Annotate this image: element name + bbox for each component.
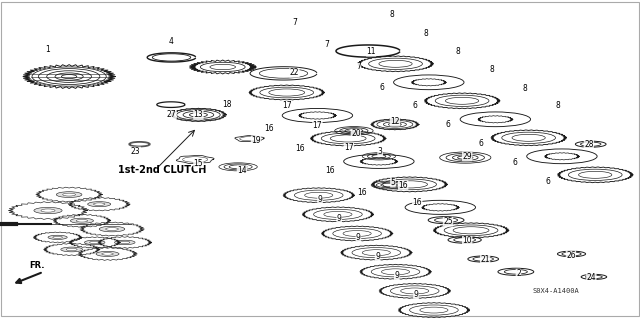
- Text: 21: 21: [481, 256, 490, 264]
- Text: 24: 24: [586, 273, 596, 282]
- Text: 28: 28: [584, 140, 593, 149]
- Ellipse shape: [34, 207, 62, 214]
- Ellipse shape: [88, 202, 111, 207]
- Text: 2: 2: [516, 269, 521, 278]
- Text: 16: 16: [325, 166, 335, 175]
- Text: S0X4-A1400A: S0X4-A1400A: [532, 288, 579, 294]
- Ellipse shape: [102, 253, 113, 255]
- Text: 9: 9: [394, 271, 399, 280]
- Ellipse shape: [48, 235, 67, 240]
- Ellipse shape: [99, 226, 125, 232]
- Text: 27: 27: [166, 110, 177, 119]
- Ellipse shape: [90, 241, 100, 244]
- Text: 11: 11: [367, 47, 376, 56]
- Text: 17: 17: [282, 101, 292, 110]
- Text: 10: 10: [462, 236, 472, 245]
- Text: 6: 6: [380, 83, 385, 92]
- Text: 9: 9: [317, 195, 323, 204]
- Ellipse shape: [76, 219, 88, 222]
- Text: 29: 29: [462, 152, 472, 161]
- Text: 6: 6: [445, 120, 451, 129]
- Text: FR.: FR.: [29, 261, 45, 270]
- Text: 4: 4: [169, 37, 174, 46]
- Text: 7: 7: [324, 40, 329, 49]
- Text: 26: 26: [566, 251, 576, 260]
- Text: 5: 5: [390, 178, 396, 187]
- Text: 16: 16: [398, 181, 408, 189]
- Ellipse shape: [84, 240, 105, 245]
- Ellipse shape: [115, 240, 135, 245]
- Text: 8: 8: [522, 84, 527, 93]
- Text: 8: 8: [489, 65, 494, 74]
- Ellipse shape: [56, 192, 82, 197]
- Text: 9: 9: [337, 214, 342, 223]
- Text: 18: 18: [223, 100, 232, 109]
- Text: 19: 19: [251, 136, 261, 145]
- Text: 6: 6: [512, 158, 517, 167]
- Ellipse shape: [106, 228, 118, 230]
- Text: 17: 17: [344, 143, 354, 152]
- Ellipse shape: [96, 251, 119, 256]
- Text: 14: 14: [237, 166, 247, 175]
- Text: 8: 8: [423, 29, 428, 38]
- Text: 7: 7: [356, 63, 361, 71]
- Ellipse shape: [52, 236, 62, 238]
- Text: 6: 6: [545, 177, 550, 186]
- Text: 16: 16: [412, 198, 422, 207]
- Text: 1st-2nd CLUTCH: 1st-2nd CLUTCH: [118, 165, 207, 175]
- Text: 22: 22: [290, 68, 299, 77]
- Text: 12: 12: [390, 117, 399, 126]
- Text: 8: 8: [389, 11, 394, 19]
- Text: 15: 15: [193, 159, 204, 168]
- Text: 6: 6: [479, 139, 484, 148]
- Text: 25: 25: [443, 217, 453, 226]
- Text: 9: 9: [356, 233, 361, 242]
- Ellipse shape: [70, 218, 93, 223]
- Text: 20: 20: [351, 130, 361, 138]
- Text: 16: 16: [356, 188, 367, 197]
- Text: 7: 7: [292, 18, 297, 27]
- Text: 13: 13: [193, 110, 204, 119]
- Ellipse shape: [61, 247, 83, 252]
- Text: 8: 8: [556, 101, 561, 110]
- Ellipse shape: [41, 209, 55, 212]
- Text: 9: 9: [375, 252, 380, 261]
- Ellipse shape: [63, 193, 76, 196]
- Ellipse shape: [93, 203, 105, 205]
- Text: 23: 23: [131, 147, 141, 156]
- Text: 16: 16: [264, 124, 274, 133]
- Text: 17: 17: [312, 121, 323, 130]
- Text: 3: 3: [378, 147, 383, 156]
- Ellipse shape: [67, 248, 77, 251]
- Text: 1: 1: [45, 45, 51, 54]
- Text: 16: 16: [294, 144, 305, 153]
- Text: 8: 8: [456, 47, 461, 56]
- Text: 6: 6: [412, 101, 417, 110]
- Ellipse shape: [120, 241, 130, 244]
- Text: 9: 9: [413, 290, 419, 299]
